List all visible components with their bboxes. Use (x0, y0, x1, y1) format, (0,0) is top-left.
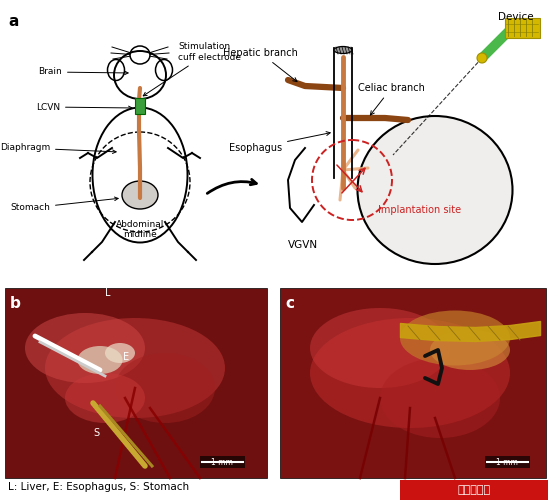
Text: S: S (93, 428, 99, 438)
Ellipse shape (358, 116, 512, 264)
Text: Stomach: Stomach (10, 197, 118, 212)
Ellipse shape (400, 310, 510, 366)
Text: Implantation site: Implantation site (378, 205, 461, 215)
Bar (280, 288, 546, 478)
Text: 大理手游网: 大理手游网 (457, 485, 490, 495)
Polygon shape (505, 18, 540, 38)
Ellipse shape (380, 358, 500, 438)
Text: b: b (10, 296, 21, 311)
Ellipse shape (65, 373, 145, 423)
Bar (485, 456, 530, 468)
Text: VGVN: VGVN (288, 240, 318, 250)
Text: 1 mm: 1 mm (211, 458, 233, 467)
Text: Device: Device (498, 12, 533, 22)
Ellipse shape (105, 343, 135, 363)
Text: Stimulation
cuff electrode: Stimulation cuff electrode (143, 42, 241, 96)
Ellipse shape (78, 346, 122, 374)
Text: Celiac branch: Celiac branch (358, 83, 425, 115)
Text: LCVN: LCVN (36, 102, 132, 112)
Ellipse shape (310, 318, 510, 428)
Ellipse shape (45, 318, 225, 418)
Bar (400, 480, 548, 500)
Text: 1 mm: 1 mm (496, 458, 518, 467)
Text: a: a (8, 14, 18, 29)
Text: Hepatic branch: Hepatic branch (223, 48, 298, 82)
Circle shape (477, 53, 487, 63)
Text: c: c (285, 296, 294, 311)
Bar (200, 456, 245, 468)
Bar (135, 98, 145, 114)
Ellipse shape (122, 181, 158, 209)
Ellipse shape (334, 46, 352, 54)
Text: E: E (123, 352, 129, 362)
Ellipse shape (115, 353, 215, 423)
Text: L: Liver, E: Esophagus, S: Stomach: L: Liver, E: Esophagus, S: Stomach (8, 482, 189, 492)
Text: Diaphragm: Diaphragm (0, 144, 116, 154)
Ellipse shape (310, 308, 450, 388)
Bar (5, 288, 267, 478)
Text: L: L (105, 288, 111, 298)
Text: Brain: Brain (38, 68, 128, 76)
Text: Abdominal
midline: Abdominal midline (116, 220, 164, 240)
Text: Esophagus: Esophagus (229, 132, 330, 153)
Ellipse shape (430, 330, 510, 370)
Ellipse shape (25, 313, 145, 383)
